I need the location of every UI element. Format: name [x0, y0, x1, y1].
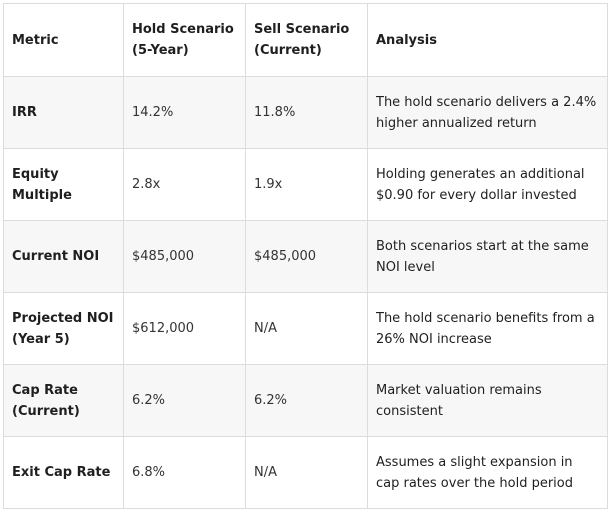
table-row: Exit Cap Rate 6.8% N/A Assumes a slight … [3, 436, 608, 509]
hold-value-cell: $612,000 [123, 292, 246, 365]
sell-value-cell: $485,000 [245, 220, 368, 293]
analysis-cell: Holding generates an additional $0.90 fo… [367, 148, 608, 221]
metric-cell: Equity Multiple [3, 148, 124, 221]
hold-value-cell: 14.2% [123, 76, 246, 149]
hold-value-cell: 2.8x [123, 148, 246, 221]
header-analysis: Analysis [367, 3, 608, 77]
scenario-comparison-table: Metric Hold Scenario (5-Year) Sell Scena… [3, 3, 608, 509]
sell-value-cell: N/A [245, 436, 368, 509]
metric-cell: Exit Cap Rate [3, 436, 124, 509]
header-sell-scenario: Sell Scenario (Current) [245, 3, 368, 77]
table-header-row: Metric Hold Scenario (5-Year) Sell Scena… [3, 3, 608, 77]
analysis-cell: The hold scenario benefits from a 26% NO… [367, 292, 608, 365]
metric-cell: Cap Rate (Current) [3, 364, 124, 437]
metric-cell: Projected NOI (Year 5) [3, 292, 124, 365]
hold-value-cell: 6.2% [123, 364, 246, 437]
header-metric: Metric [3, 3, 124, 77]
table-row: Current NOI $485,000 $485,000 Both scena… [3, 220, 608, 293]
sell-value-cell: 1.9x [245, 148, 368, 221]
sell-value-cell: N/A [245, 292, 368, 365]
analysis-cell: Assumes a slight expansion in cap rates … [367, 436, 608, 509]
analysis-cell: Both scenarios start at the same NOI lev… [367, 220, 608, 293]
analysis-cell: The hold scenario delivers a 2.4% higher… [367, 76, 608, 149]
metric-cell: IRR [3, 76, 124, 149]
metric-cell: Current NOI [3, 220, 124, 293]
analysis-cell: Market valuation remains consistent [367, 364, 608, 437]
sell-value-cell: 11.8% [245, 76, 368, 149]
sell-value-cell: 6.2% [245, 364, 368, 437]
table-row: Cap Rate (Current) 6.2% 6.2% Market valu… [3, 364, 608, 437]
header-hold-scenario: Hold Scenario (5-Year) [123, 3, 246, 77]
table-row: Projected NOI (Year 5) $612,000 N/A The … [3, 292, 608, 365]
table-row: IRR 14.2% 11.8% The hold scenario delive… [3, 76, 608, 149]
hold-value-cell: 6.8% [123, 436, 246, 509]
table-row: Equity Multiple 2.8x 1.9x Holding genera… [3, 148, 608, 221]
hold-value-cell: $485,000 [123, 220, 246, 293]
